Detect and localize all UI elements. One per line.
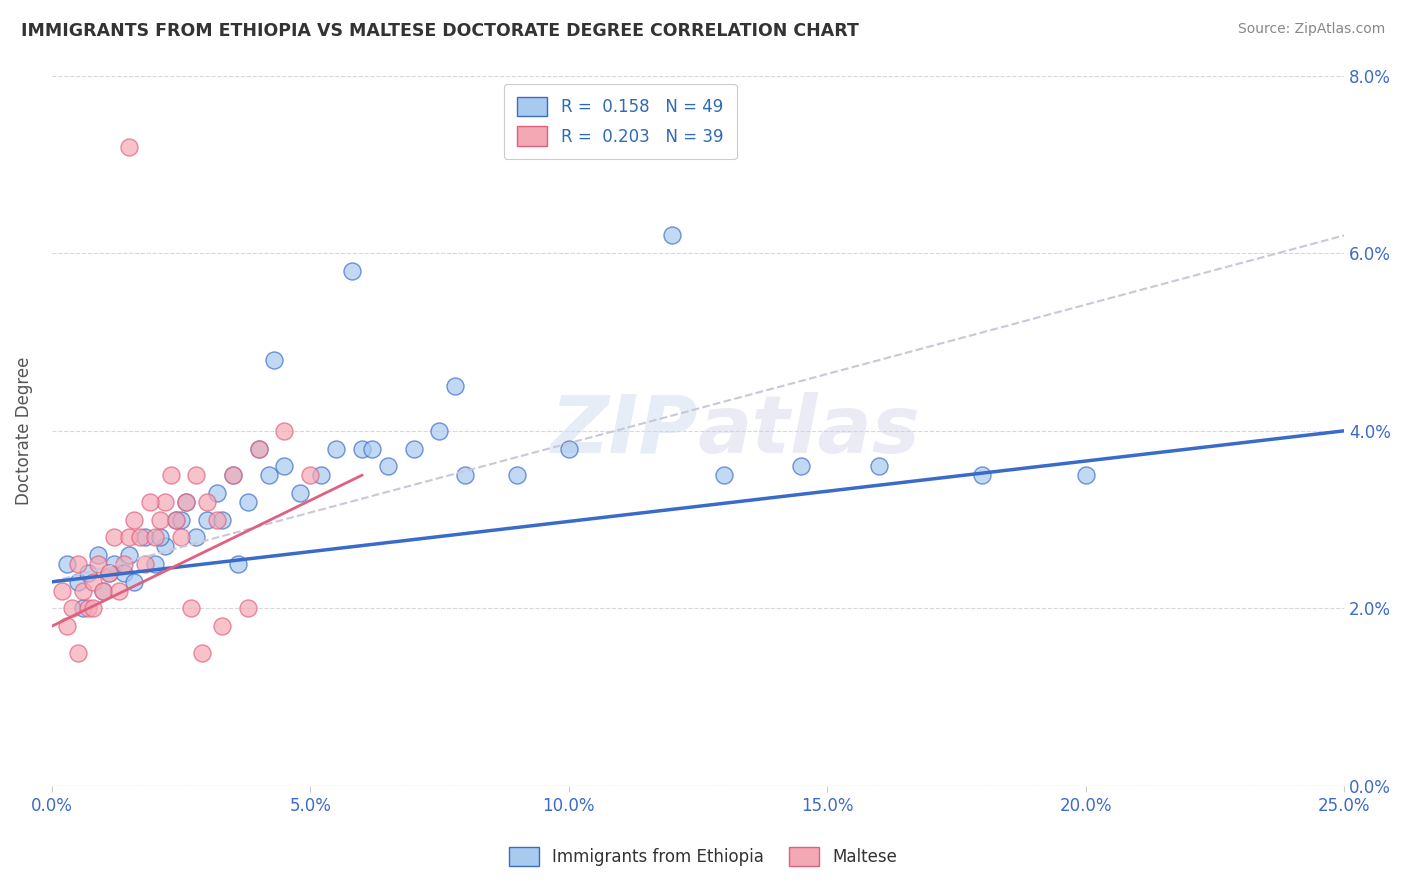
- Point: [309, 468, 332, 483]
- Point: [195, 495, 218, 509]
- Point: [377, 459, 399, 474]
- Point: [1074, 468, 1097, 483]
- Point: [103, 557, 125, 571]
- Point: [170, 513, 193, 527]
- Point: [118, 548, 141, 562]
- Point: [128, 530, 150, 544]
- Point: [159, 468, 181, 483]
- Point: [361, 442, 384, 456]
- Point: [211, 619, 233, 633]
- Point: [340, 264, 363, 278]
- Point: [93, 583, 115, 598]
- Point: [118, 530, 141, 544]
- Point: [288, 486, 311, 500]
- Text: atlas: atlas: [697, 392, 921, 470]
- Text: IMMIGRANTS FROM ETHIOPIA VS MALTESE DOCTORATE DEGREE CORRELATION CHART: IMMIGRANTS FROM ETHIOPIA VS MALTESE DOCT…: [21, 22, 859, 40]
- Point: [112, 566, 135, 580]
- Point: [72, 601, 94, 615]
- Point: [205, 513, 228, 527]
- Point: [97, 566, 120, 580]
- Point: [247, 442, 270, 456]
- Point: [62, 601, 84, 615]
- Point: [174, 495, 197, 509]
- Point: [112, 557, 135, 571]
- Point: [790, 459, 813, 474]
- Point: [66, 557, 89, 571]
- Point: [108, 583, 131, 598]
- Point: [139, 495, 162, 509]
- Legend: R =  0.158   N = 49, R =  0.203   N = 39: R = 0.158 N = 49, R = 0.203 N = 39: [505, 84, 737, 159]
- Point: [247, 442, 270, 456]
- Point: [299, 468, 322, 483]
- Point: [97, 566, 120, 580]
- Point: [226, 557, 249, 571]
- Point: [82, 574, 104, 589]
- Point: [87, 557, 110, 571]
- Point: [186, 468, 208, 483]
- Point: [257, 468, 280, 483]
- Point: [211, 513, 233, 527]
- Point: [118, 139, 141, 153]
- Point: [143, 530, 166, 544]
- Text: ZIP: ZIP: [551, 392, 697, 470]
- Point: [155, 539, 177, 553]
- Point: [238, 601, 260, 615]
- Point: [713, 468, 735, 483]
- Point: [557, 442, 579, 456]
- Point: [868, 459, 890, 474]
- Point: [66, 574, 89, 589]
- Point: [72, 583, 94, 598]
- Point: [124, 513, 146, 527]
- Point: [77, 566, 100, 580]
- Point: [165, 513, 187, 527]
- Point: [134, 530, 156, 544]
- Point: [972, 468, 994, 483]
- Point: [165, 513, 187, 527]
- Point: [221, 468, 243, 483]
- Point: [149, 530, 172, 544]
- Point: [103, 530, 125, 544]
- Point: [149, 513, 172, 527]
- Point: [273, 424, 295, 438]
- Point: [143, 557, 166, 571]
- Point: [506, 468, 529, 483]
- Point: [444, 379, 467, 393]
- Point: [195, 513, 218, 527]
- Point: [93, 583, 115, 598]
- Point: [190, 646, 212, 660]
- Point: [180, 601, 202, 615]
- Point: [56, 619, 79, 633]
- Point: [174, 495, 197, 509]
- Point: [325, 442, 347, 456]
- Point: [155, 495, 177, 509]
- Point: [273, 459, 295, 474]
- Point: [87, 548, 110, 562]
- Point: [77, 601, 100, 615]
- Point: [56, 557, 79, 571]
- Legend: Immigrants from Ethiopia, Maltese: Immigrants from Ethiopia, Maltese: [502, 840, 904, 873]
- Point: [51, 583, 73, 598]
- Point: [170, 530, 193, 544]
- Point: [124, 574, 146, 589]
- Point: [402, 442, 425, 456]
- Point: [66, 646, 89, 660]
- Point: [238, 495, 260, 509]
- Point: [82, 601, 104, 615]
- Point: [350, 442, 373, 456]
- Point: [636, 139, 658, 153]
- Point: [134, 557, 156, 571]
- Point: [186, 530, 208, 544]
- Point: [263, 352, 285, 367]
- Point: [429, 424, 451, 438]
- Point: [221, 468, 243, 483]
- Point: [454, 468, 477, 483]
- Text: Source: ZipAtlas.com: Source: ZipAtlas.com: [1237, 22, 1385, 37]
- Point: [205, 486, 228, 500]
- Point: [661, 228, 683, 243]
- Y-axis label: Doctorate Degree: Doctorate Degree: [15, 357, 32, 505]
